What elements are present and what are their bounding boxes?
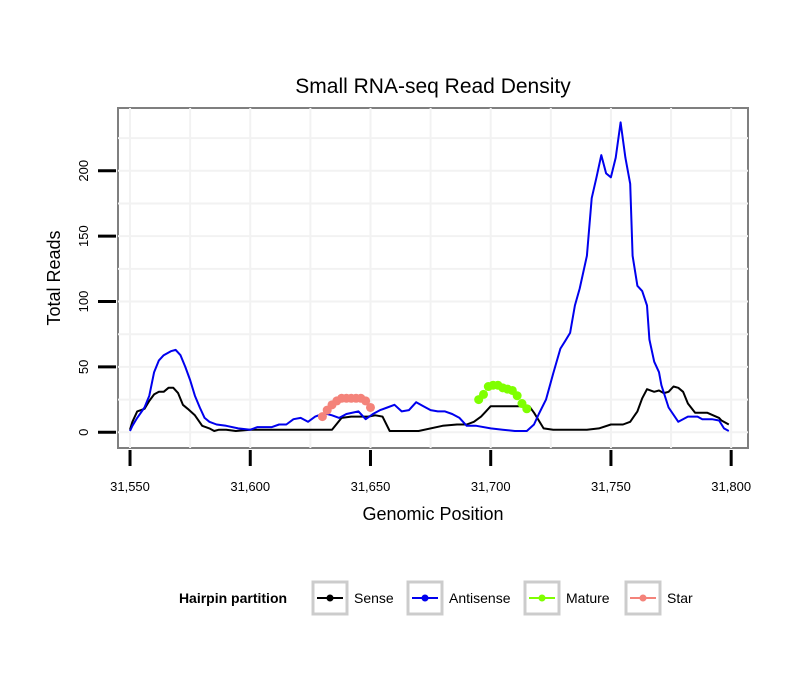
data-point-mature [478, 389, 488, 399]
x-tick-label: 31,550 [110, 479, 150, 494]
legend-key-point [639, 594, 647, 602]
data-point-star [365, 402, 375, 412]
y-axis-title: Total Reads [44, 230, 64, 325]
legend-entry-mature: Mature [523, 580, 610, 616]
series-layer [129, 121, 730, 432]
legend-label: Antisense [449, 590, 511, 606]
legend-key-point [538, 594, 546, 602]
y-tick-label: 50 [76, 360, 91, 374]
grid-lines [118, 108, 748, 448]
x-axis-title: Genomic Position [362, 504, 503, 524]
legend-label: Sense [354, 590, 394, 606]
legend-key-point [421, 594, 429, 602]
data-point-star [361, 396, 371, 406]
data-point-mature [522, 404, 532, 414]
y-tick-label: 200 [76, 160, 91, 182]
legend-entry-sense: Sense [311, 580, 394, 616]
legend: Hairpin partition Sense Antisense Mature St… [179, 580, 693, 616]
series-line-sense [129, 385, 730, 432]
data-point-mature [512, 391, 522, 401]
legend-entry-star: Star [624, 580, 693, 616]
series-antisense [129, 121, 730, 432]
y-axis: 0 50 100 150 200 [76, 160, 116, 436]
data-point-star [317, 412, 327, 422]
x-tick-label: 31,800 [711, 479, 751, 494]
legend-entry-antisense: Antisense [406, 580, 511, 616]
y-tick-label: 0 [76, 429, 91, 436]
y-tick-label: 100 [76, 291, 91, 313]
series-mature [474, 380, 532, 414]
legend-key-point [326, 594, 334, 602]
plot-panel [117, 107, 749, 449]
series-line-antisense [129, 121, 730, 432]
legend-label: Star [667, 590, 693, 606]
series-sense [129, 385, 730, 432]
legend-label: Mature [566, 590, 610, 606]
x-tick-label: 31,650 [351, 479, 391, 494]
y-tick-label: 150 [76, 225, 91, 247]
x-tick-label: 31,700 [471, 479, 511, 494]
series-star [317, 393, 375, 422]
x-tick-label: 31,750 [591, 479, 631, 494]
x-tick-label: 31,600 [230, 479, 270, 494]
x-axis: 31,550 31,600 31,650 31,700 31,750 31,800 [110, 450, 751, 494]
chart-title: Small RNA-seq Read Density [295, 75, 571, 98]
legend-title: Hairpin partition [179, 590, 287, 606]
